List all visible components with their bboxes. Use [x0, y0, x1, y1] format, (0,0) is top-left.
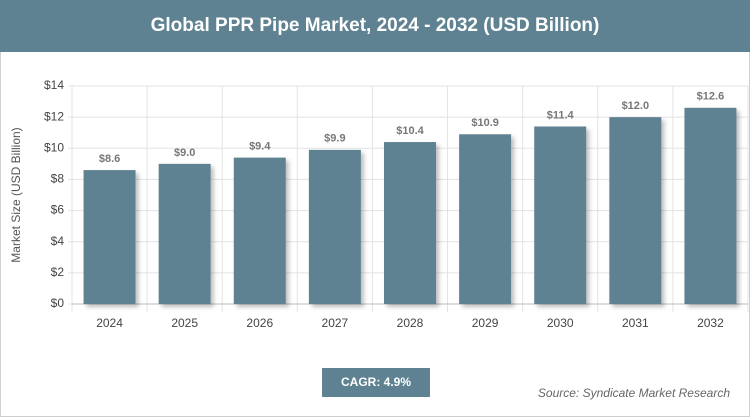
bar	[459, 134, 512, 304]
bar	[534, 126, 587, 304]
y-tick-label: $8	[51, 172, 65, 186]
value-label: $9.4	[249, 141, 271, 153]
y-tick-label: $2	[51, 265, 65, 279]
bar	[233, 157, 286, 304]
value-label: $9.9	[324, 133, 345, 145]
y-tick-label: $0	[51, 296, 65, 310]
bar	[684, 107, 737, 304]
x-tick-label: 2024	[96, 316, 123, 330]
x-tick-label: 2026	[246, 316, 273, 330]
bar	[308, 149, 361, 304]
y-axis-label: Market Size (USD Billion)	[9, 127, 23, 262]
x-tick-label: 2032	[697, 316, 724, 330]
source-note: Source: Syndicate Market Research	[538, 386, 730, 400]
x-tick-label: 2030	[547, 316, 574, 330]
value-label: $12.0	[622, 100, 650, 112]
value-label: $10.4	[396, 125, 424, 137]
x-tick-label: 2027	[322, 316, 349, 330]
y-tick-label: $10	[44, 140, 64, 154]
y-tick-label: $14	[44, 78, 64, 92]
value-label: $8.6	[99, 153, 120, 165]
x-tick-label: 2029	[472, 316, 499, 330]
bar	[384, 142, 436, 304]
x-tick-label: 2028	[397, 316, 424, 330]
value-label: $9.0	[174, 147, 195, 159]
chart-title: Global PPR Pipe Market, 2024 - 2032 (USD…	[151, 15, 600, 36]
cagr-label: CAGR: 4.9%	[341, 375, 411, 389]
x-tick-label: 2031	[622, 316, 649, 330]
bar	[83, 170, 136, 304]
bar	[158, 163, 211, 304]
bar	[609, 117, 662, 305]
y-tick-label: $12	[44, 109, 64, 123]
value-label: $10.9	[471, 117, 499, 129]
x-tick-label: 2025	[171, 316, 198, 330]
value-label: $11.4	[547, 109, 575, 121]
y-tick-label: $4	[51, 234, 65, 248]
cagr-box	[322, 368, 430, 397]
value-label: $12.6	[697, 91, 725, 103]
header-band	[0, 0, 750, 52]
y-tick-label: $6	[51, 203, 65, 217]
